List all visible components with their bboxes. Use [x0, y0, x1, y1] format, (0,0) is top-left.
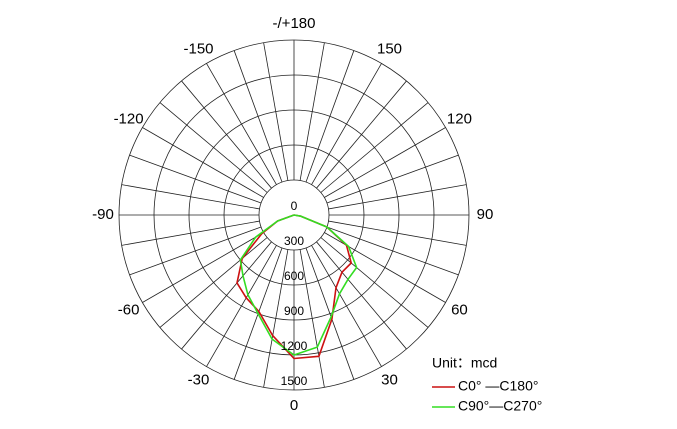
ring	[223, 144, 365, 286]
legend-label: C90°—C270°	[458, 398, 542, 414]
series-line	[239, 214, 358, 356]
angle-tick-label: -120	[114, 110, 144, 127]
angle-tick-label: 60	[451, 301, 468, 318]
r-tick-label: 900	[284, 304, 304, 318]
ring	[258, 179, 330, 251]
angle-tick-label: 30	[381, 371, 398, 388]
angle-tick-label: -/+180	[273, 15, 316, 32]
ring	[118, 39, 470, 391]
angle-tick-label: -90	[92, 206, 114, 223]
unit-label: Unit：mcd	[432, 355, 497, 371]
angle-tick-label: -150	[183, 41, 213, 58]
legend-label: C0° —C180°	[458, 378, 538, 394]
angle-tick-label: 150	[377, 41, 402, 58]
angle-tick-label: -30	[188, 371, 210, 388]
r-tick-label: 600	[284, 269, 304, 283]
angle-tick-label: 0	[290, 397, 298, 414]
r-tick-label: 0	[291, 199, 298, 213]
angle-tick-label: 90	[477, 206, 494, 223]
r-tick-label: 1200	[281, 339, 308, 353]
ring	[188, 109, 400, 321]
r-tick-label: 1500	[281, 374, 308, 388]
r-tick-label: 300	[284, 234, 304, 248]
angle-tick-label: -60	[118, 301, 140, 318]
angle-tick-label: 120	[447, 110, 472, 127]
